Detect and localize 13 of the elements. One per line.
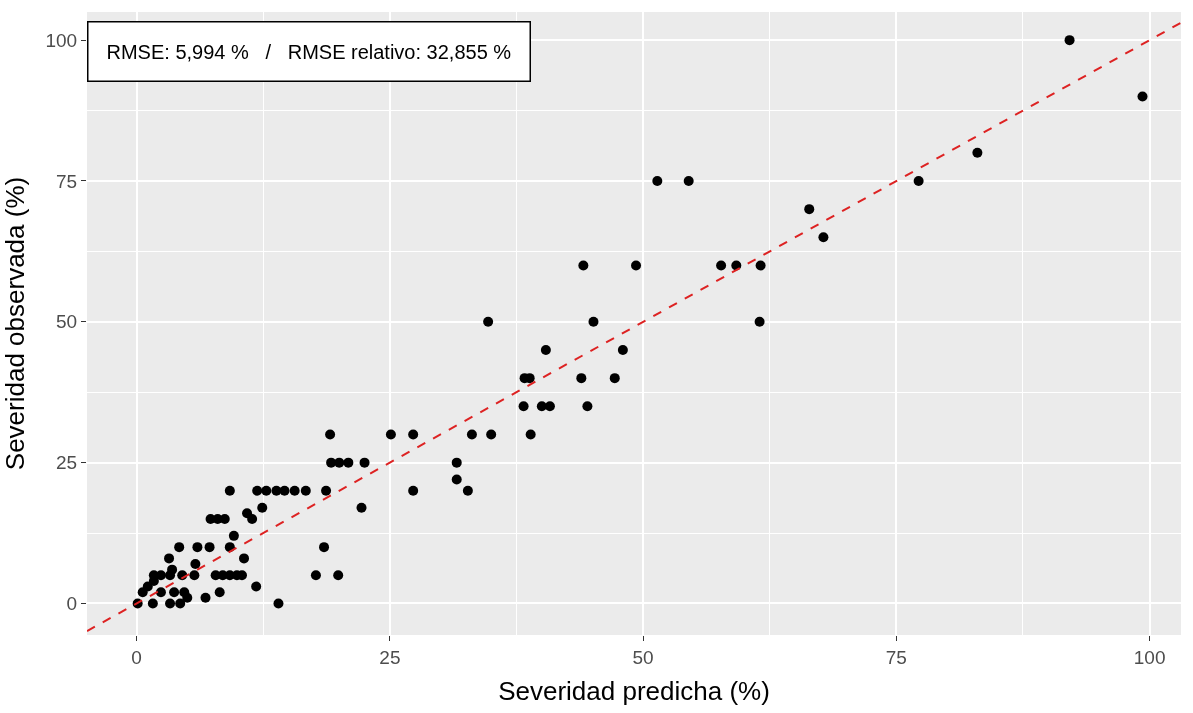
x-tick-label: 100 (1133, 646, 1166, 668)
x-tick-label: 75 (885, 646, 907, 668)
y-axis-title: Severidad observada (%) (0, 176, 30, 471)
y-tick-label: 75 (56, 170, 78, 192)
x-tick-label: 50 (632, 646, 654, 668)
y-tick-label: 0 (66, 593, 78, 615)
annotation: RMSE: 5,994 % / RMSE relativo: 32,855 % (106, 40, 512, 63)
x-tick-label: 0 (131, 646, 142, 668)
y-tick-label: 25 (56, 452, 78, 474)
x-axis-title: Severidad predicha (%) (498, 676, 770, 707)
y-tick-label: 100 (45, 29, 78, 51)
x-tick-label: 25 (379, 646, 401, 668)
y-tick-label: 50 (56, 311, 78, 333)
